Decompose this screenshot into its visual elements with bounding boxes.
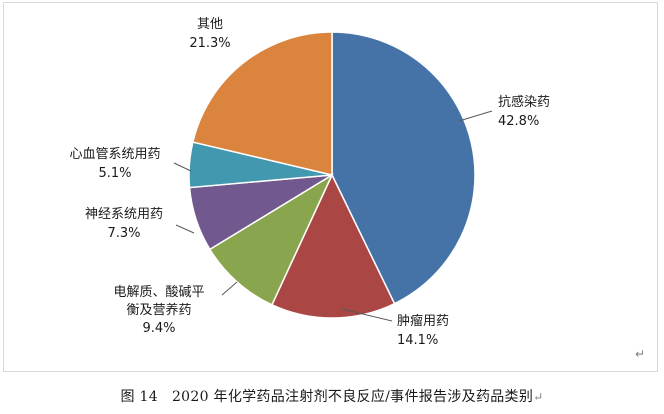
chart-frame: 抗感染药 42.8% 肿瘤用药 14.1% 电解质、酸碱平 衡及营养药 9.4% 神经系统用药… (3, 2, 658, 372)
leader-line-2 (341, 308, 393, 322)
slice-value-label-5: 5.1% (98, 166, 131, 181)
slice-category-label-2-line-1: 肿瘤用药 (397, 313, 449, 329)
leader-line-5 (173, 162, 192, 172)
caption-paragraph-mark: ↵ (533, 390, 544, 404)
leader-line-4 (175, 224, 195, 234)
pie-slices (188, 31, 476, 319)
paragraph-mark: ↵ (635, 347, 646, 361)
slice-value-label-6: 21.3% (189, 36, 230, 51)
slice-category-label-3-line-1: 电解质、酸碱平 (113, 285, 204, 300)
slice-value-label-3: 9.4% (142, 321, 175, 336)
pie-slice-1 (331, 31, 476, 305)
leader-lines (173, 110, 493, 322)
slice-category-label-3-line-2: 衡及营养药 (126, 302, 191, 318)
caption-text: 2020 年化学药品注射剂不良反应/事件报告涉及药品类别 (171, 389, 534, 405)
figure-caption: 图 14 2020 年化学药品注射剂不良反应/事件报告涉及药品类别↵ (0, 386, 664, 406)
slice-category-label-5-line-1: 心血管系统用药 (69, 147, 160, 162)
slice-value-label-1: 42.8% (498, 114, 539, 129)
slice-value-label-2: 14.1% (397, 333, 438, 348)
leader-line-1 (458, 110, 493, 122)
pie-slice-6 (191, 31, 333, 176)
pie-slice-2 (270, 173, 396, 319)
slice-value-label-4: 7.3% (107, 226, 140, 241)
figure-number: 图 14 (120, 389, 158, 405)
slice-category-label-1-line-1: 抗感染药 (498, 94, 550, 110)
pie-slice-3 (208, 173, 334, 306)
slice-category-label-6-line-1: 其他 (197, 17, 223, 32)
slice-category-label-4-line-1: 神经系统用药 (85, 207, 163, 222)
leader-line-3 (221, 281, 238, 296)
